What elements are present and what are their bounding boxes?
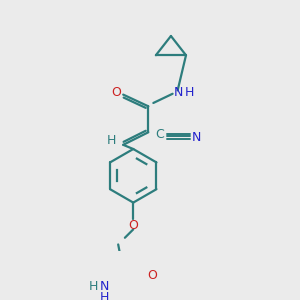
Text: H: H	[99, 291, 109, 300]
Text: N: N	[174, 85, 183, 99]
Text: O: O	[112, 86, 122, 99]
Text: N: N	[99, 280, 109, 293]
Text: N: N	[192, 131, 202, 144]
Text: H: H	[107, 134, 116, 147]
Text: O: O	[148, 269, 158, 282]
Text: H: H	[88, 280, 98, 293]
Text: O: O	[128, 219, 138, 232]
Text: C: C	[156, 128, 164, 141]
Text: H: H	[185, 85, 194, 99]
